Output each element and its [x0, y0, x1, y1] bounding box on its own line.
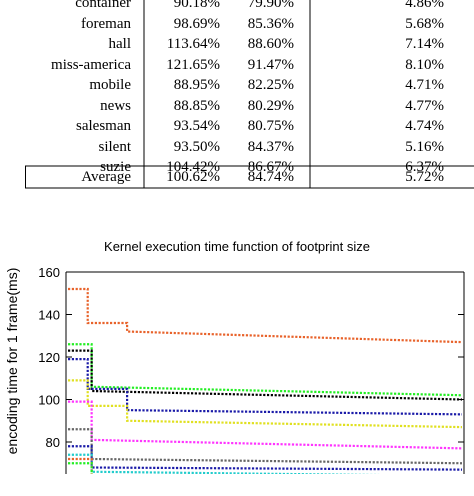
- chart-series-line-8: [68, 445, 463, 471]
- table-cell-c3: 4.77%: [405, 97, 444, 114]
- chart-y-tick-label: 80: [46, 435, 60, 450]
- table-cell-c3: 6.37%: [405, 159, 444, 175]
- chart-series-line-3: [68, 349, 463, 401]
- table-cell-c2: 84.37%: [247, 138, 294, 155]
- line-chart: Kernel execution time function of footpr…: [0, 232, 474, 474]
- table-cell-c2: 82.25%: [247, 77, 294, 93]
- table-cell-c3: 5.68%: [405, 15, 444, 32]
- table-cell-c3: 4.74%: [405, 118, 444, 134]
- table-cell-c2: 88.60%: [247, 36, 294, 52]
- table-cell-c3: 4.71%: [405, 77, 444, 93]
- table-cell-name: hall: [108, 36, 132, 52]
- table-cell-name: salesman: [76, 118, 131, 134]
- table-cell-c1: 113.64%: [166, 36, 220, 52]
- table-cell-c3: 5.16%: [405, 138, 444, 155]
- table-cell-c1: 98.69%: [173, 15, 220, 32]
- table-cell-c2: 80.75%: [247, 118, 294, 134]
- chart-title: Kernel execution time function of footpr…: [104, 239, 370, 254]
- table-cell-c1: 88.85%: [173, 97, 220, 114]
- table-cell-c1: 93.54%: [173, 118, 220, 134]
- table-cell-c2: 85.36%: [247, 15, 294, 32]
- table-cell-c3: 7.14%: [405, 36, 444, 52]
- table-cell-c2: 80.29%: [247, 97, 294, 114]
- chart-y-tick-label: 100: [38, 393, 60, 408]
- table-cell-c1: 93.50%: [173, 138, 220, 155]
- chart-y-tick-label: 120: [38, 350, 60, 365]
- chart-series-line-2: [68, 343, 463, 397]
- chart-series-line-5: [68, 379, 463, 429]
- chart-series-line-9: [68, 453, 384, 474]
- table-cell-name: suzie: [100, 159, 131, 175]
- table-cell-c2: 86.67%: [247, 159, 294, 175]
- chart-series-line-7: [68, 428, 463, 465]
- table-cell-c3: 8.10%: [405, 56, 444, 73]
- results-table: container 90.18% 79.90% 4.86% foreman 98.69% 8…: [0, 0, 474, 190]
- chart-series-line-10: [68, 457, 93, 474]
- table-cell-name: silent: [98, 138, 132, 155]
- table-cell-c2: 91.47%: [247, 56, 294, 73]
- table-cell-name: container: [75, 0, 131, 11]
- chart-series-line-6: [68, 400, 463, 450]
- chart-plot-area: 160 140 120 100 80: [38, 265, 465, 474]
- table-cell-name: Average: [81, 169, 131, 185]
- table-cell-name: foreman: [81, 15, 131, 32]
- table-cell-name: news: [100, 97, 131, 114]
- table-cell-name: mobile: [89, 77, 131, 93]
- chart-series-line-11: [68, 462, 93, 474]
- table-cell-c1: 104.42%: [166, 159, 220, 175]
- table-cell-c3: 4.86%: [405, 0, 444, 11]
- table-cell-c2: 84.74%: [247, 169, 294, 185]
- table-cell-c1: 100.62%: [166, 169, 220, 185]
- table-cell-c1: 90.18%: [173, 0, 220, 11]
- table-cell-c1: 88.95%: [173, 77, 220, 93]
- chart-y-tick-label: 140: [38, 308, 60, 323]
- chart-series-line-1: [68, 287, 463, 344]
- table-cell-c1: 121.65%: [166, 56, 220, 73]
- table-cell-c2: 79.90%: [247, 0, 294, 11]
- table-cell-c3: 5.72%: [405, 169, 444, 185]
- chart-y-tick-label: 160: [38, 265, 60, 280]
- table-cell-name: miss-america: [51, 56, 131, 73]
- table-grid-lines: [25, 0, 474, 189]
